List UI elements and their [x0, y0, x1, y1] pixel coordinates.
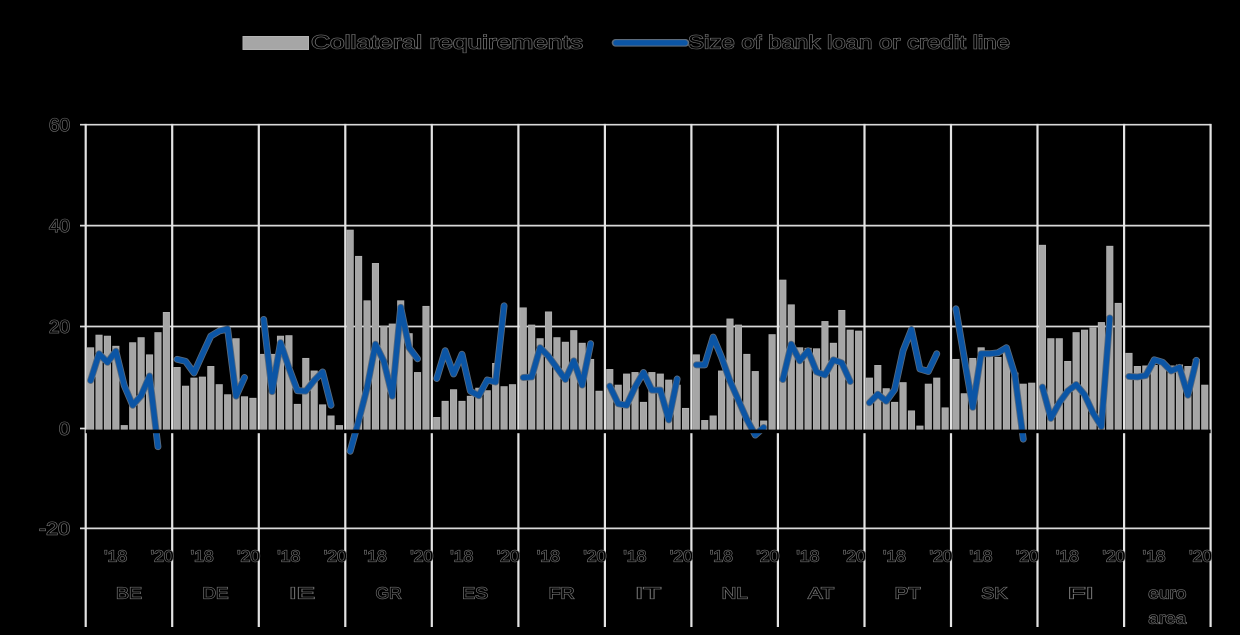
svg-text:'20: '20 — [237, 548, 260, 565]
svg-text:'18: '18 — [623, 548, 646, 565]
svg-text:'18: '18 — [191, 548, 214, 565]
svg-text:Size of bank loan or credit li: Size of bank loan or credit line — [688, 33, 1010, 54]
svg-text:'18: '18 — [969, 548, 992, 565]
svg-text:'20: '20 — [410, 548, 433, 565]
svg-text:NL: NL — [722, 585, 748, 602]
svg-text:'20: '20 — [324, 548, 347, 565]
svg-text:'18: '18 — [277, 548, 300, 565]
svg-text:20: 20 — [49, 317, 70, 337]
svg-text:-20: -20 — [39, 519, 70, 539]
svg-text:SK: SK — [981, 585, 1007, 602]
svg-text:'20: '20 — [756, 548, 779, 565]
svg-text:IE: IE — [289, 585, 315, 602]
svg-text:'18: '18 — [104, 548, 127, 565]
svg-text:'20: '20 — [151, 548, 174, 565]
svg-text:'18: '18 — [450, 548, 473, 565]
svg-text:'18: '18 — [364, 548, 387, 565]
svg-text:'18: '18 — [1056, 548, 1079, 565]
svg-text:40: 40 — [49, 216, 70, 236]
svg-text:'20: '20 — [1189, 548, 1212, 565]
svg-text:'18: '18 — [883, 548, 906, 565]
svg-text:'20: '20 — [583, 548, 606, 565]
svg-text:BE: BE — [116, 585, 142, 602]
svg-text:'18: '18 — [710, 548, 733, 565]
svg-text:'20: '20 — [929, 548, 952, 565]
svg-text:0: 0 — [59, 419, 70, 439]
svg-text:FI: FI — [1068, 585, 1094, 602]
svg-text:'20: '20 — [1016, 548, 1039, 565]
svg-text:'20: '20 — [1102, 548, 1125, 565]
svg-text:'18: '18 — [537, 548, 560, 565]
svg-text:60: 60 — [49, 115, 70, 135]
svg-text:FR: FR — [549, 585, 575, 602]
svg-text:'18: '18 — [1143, 548, 1166, 565]
svg-text:DE: DE — [202, 585, 228, 602]
svg-text:'20: '20 — [670, 548, 693, 565]
svg-text:'18: '18 — [796, 548, 819, 565]
svg-text:PT: PT — [895, 585, 921, 602]
svg-text:AT: AT — [808, 585, 834, 602]
svg-text:ES: ES — [462, 585, 488, 602]
svg-text:Collateral requirements: Collateral requirements — [311, 33, 583, 54]
svg-text:IT: IT — [635, 585, 661, 602]
svg-text:'20: '20 — [497, 548, 520, 565]
svg-text:'20: '20 — [843, 548, 866, 565]
svg-text:GR: GR — [376, 585, 402, 602]
svg-text:area: area — [1148, 610, 1186, 627]
svg-text:euro: euro — [1148, 585, 1186, 602]
